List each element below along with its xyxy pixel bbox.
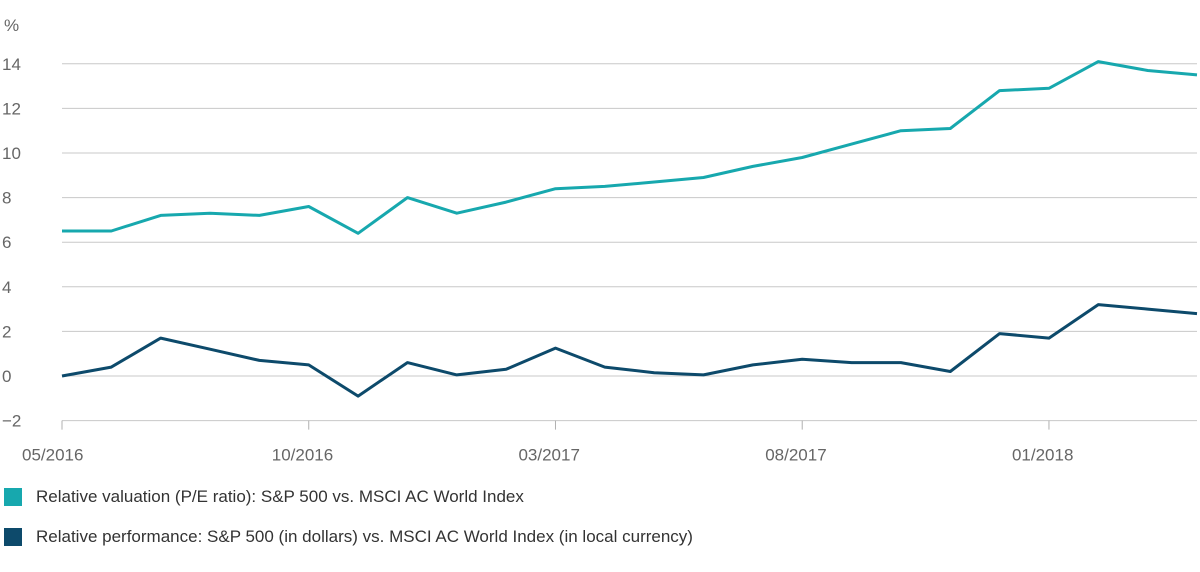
y-tick-label: 12: [2, 99, 21, 118]
legend-label-performance: Relative performance: S&P 500 (in dollar…: [36, 527, 693, 546]
x-axis: 05/2016 10/2016 03/2017 08/2017 01/2018: [22, 420, 1073, 465]
legend-swatch-valuation: [4, 488, 22, 506]
series-line-valuation: [62, 60, 1198, 235]
x-tick-label: 01/2018: [1012, 446, 1073, 465]
y-axis-unit-label: %: [4, 16, 19, 35]
legend-swatch-performance: [4, 528, 22, 546]
gridlines: [62, 63, 1197, 422]
legend-item-valuation: Relative valuation (P/E ratio): S&P 500 …: [0, 486, 1200, 508]
y-tick-label: 14: [2, 55, 21, 74]
legend-label-valuation: Relative valuation (P/E ratio): S&P 500 …: [36, 487, 524, 506]
x-tick-label: 08/2017: [765, 446, 826, 465]
y-tick-label: 10: [2, 144, 21, 163]
line-chart: −2 0 2 4 6 8 10 12 14 % 05/2016 10/2016 03/2017 08/…: [2, 16, 1198, 465]
y-tick-label: 4: [2, 278, 11, 297]
chart-legend: Relative valuation (P/E ratio): S&P 500 …: [0, 486, 1200, 566]
series-lines: [61, 60, 1198, 398]
y-axis: −2 0 2 4 6 8 10 12 14: [2, 55, 21, 431]
x-tick-label: 03/2017: [518, 446, 579, 465]
series-line-performance: [61, 303, 1198, 398]
y-tick-label: 2: [2, 322, 11, 341]
x-tick-label: 05/2016: [22, 446, 83, 465]
legend-item-performance: Relative performance: S&P 500 (in dollar…: [0, 526, 1200, 548]
y-tick-label: 8: [2, 189, 11, 208]
y-tick-label: 0: [2, 367, 11, 386]
y-tick-label: −2: [2, 412, 21, 431]
x-tick-label: 10/2016: [272, 446, 333, 465]
y-tick-label: 6: [2, 233, 11, 252]
